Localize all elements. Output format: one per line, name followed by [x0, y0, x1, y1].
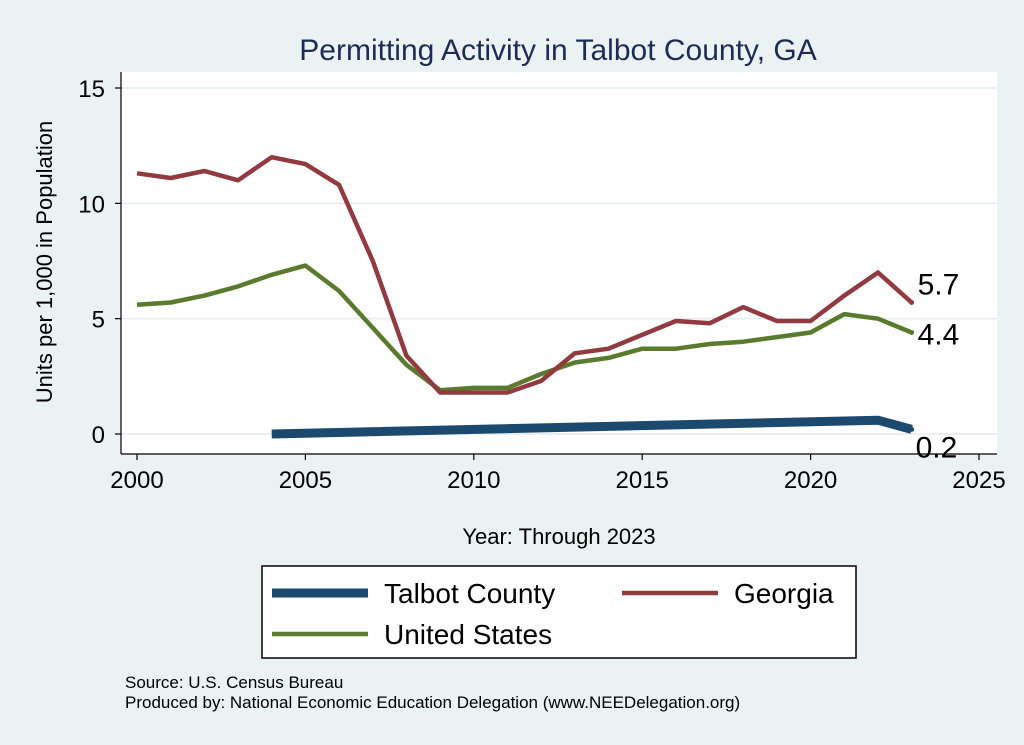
x-axis-title: Year: Through 2023 [462, 524, 655, 549]
x-tick-label-2000: 2000 [110, 467, 163, 494]
endpoint-talbot-county [909, 426, 915, 432]
x-tick-label-2025: 2025 [952, 467, 1005, 494]
legend-box [261, 565, 857, 659]
series-lines [136, 154, 915, 439]
x-tick-label-2015: 2015 [616, 467, 669, 494]
legend-label-united-states: United States [384, 619, 552, 650]
series-line-united-states [136, 263, 913, 393]
legend-label-georgia: Georgia [734, 578, 834, 609]
y-tick-label-0: 0 [92, 422, 105, 449]
source-note: Source: U.S. Census Bureau [125, 673, 343, 692]
x-tick-label-2005: 2005 [279, 467, 332, 494]
endpoint-georgia [909, 300, 915, 306]
series-line-talbot-county [271, 415, 913, 439]
plot-area [121, 72, 997, 454]
chart-title: Permitting Activity in Talbot County, GA [299, 34, 816, 67]
legend-label-talbot-county: Talbot County [384, 578, 555, 609]
x-tick-label-2020: 2020 [784, 467, 837, 494]
axes [120, 72, 997, 455]
ticks: 0 5 10 15 2000 2005 2010 2015 2020 2025 [78, 76, 1005, 494]
gridlines [121, 87, 997, 435]
series-line-georgia [136, 154, 914, 395]
end-label-georgia: 5.7 [918, 269, 960, 302]
end-label-talbot-county: 0.2 [916, 431, 958, 464]
end-labels: 0.2 5.7 4.4 [916, 269, 960, 465]
y-tick-label-10: 10 [78, 191, 105, 218]
producer-note: Produced by: National Economic Education… [125, 693, 740, 712]
y-tick-label-5: 5 [92, 307, 105, 334]
x-tick-label-2010: 2010 [447, 467, 500, 494]
end-label-united-states: 4.4 [918, 319, 960, 352]
endpoint-united-states [909, 330, 915, 336]
y-tick-label-15: 15 [78, 76, 105, 103]
y-axis-title: Units per 1,000 in Population [32, 121, 57, 404]
legend: Talbot County Georgia United States [261, 565, 857, 659]
